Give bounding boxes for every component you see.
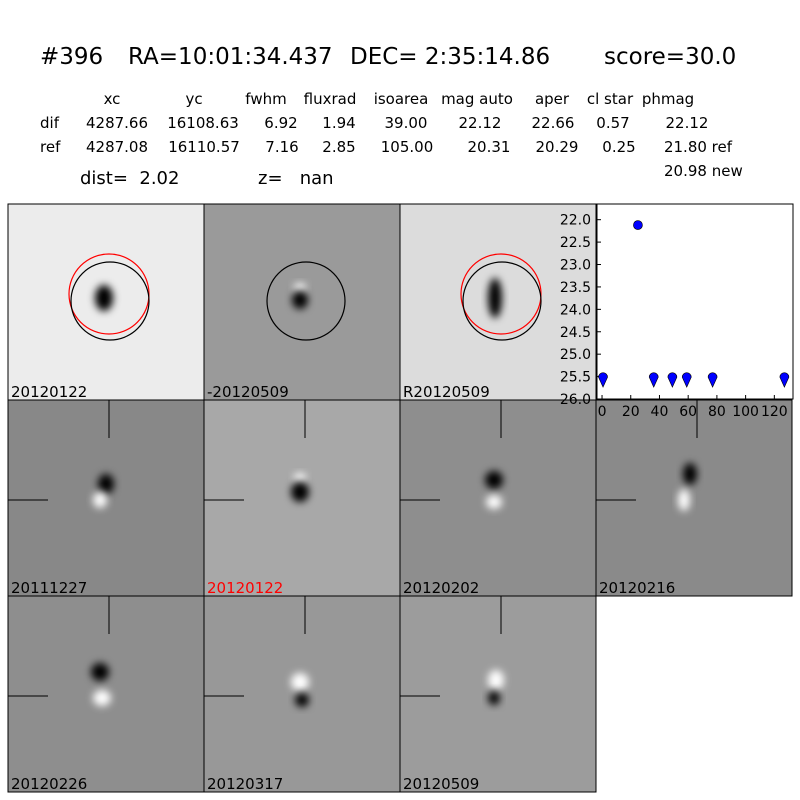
z: z= nan: [258, 168, 334, 189]
source-blob: [95, 285, 113, 311]
source-blob: [486, 495, 502, 509]
table-cell: 22.12: [459, 114, 502, 132]
stamp-label: 20120122: [11, 383, 87, 401]
table-cell: 4287.08: [86, 138, 148, 156]
row-label: dif: [40, 114, 60, 132]
table-cell: 6.92: [264, 114, 297, 132]
source-blob: [488, 278, 502, 318]
table-cell: 4287.66: [86, 114, 148, 132]
stamp-image: [596, 400, 792, 596]
upper-limit-point: [681, 372, 692, 388]
source-blob: [678, 489, 690, 511]
y-tick-label: 24.5: [560, 325, 591, 341]
y-tick-label: 25.5: [560, 370, 591, 386]
stamp-label: 20111227: [11, 579, 87, 597]
source-blob: [93, 690, 111, 706]
source-blob: [291, 673, 309, 691]
table-cell: 22.12: [666, 114, 709, 132]
stamp-label: R20120509: [403, 383, 490, 401]
chart: 22.0 22.5 23.0 23.5 24.0 24.5 25.0 25.5 26.0 0 20 4…: [560, 203, 794, 420]
y-tick-label: 22.0: [560, 213, 591, 229]
score: score=30.0: [604, 44, 736, 70]
table-cell: 105.00: [381, 138, 434, 156]
aperture: [70, 261, 150, 341]
source-blob: [488, 691, 500, 705]
column-header: cl star: [587, 90, 634, 108]
dec: DEC= 2:35:14.86: [350, 44, 550, 70]
ra: RA=10:01:34.437: [128, 44, 333, 70]
x-tick-label: 40: [651, 404, 669, 420]
table-cell: 16110.57: [168, 138, 240, 156]
table-cell: 20.29: [536, 138, 579, 156]
upper-limit-point: [707, 372, 718, 388]
column-header: isoarea: [374, 90, 429, 108]
stamp-label: 20120122: [207, 579, 283, 597]
stamp-label: 20120509: [403, 775, 479, 793]
table-cell: 21.80 ref: [664, 138, 733, 156]
table-cell: 0.57: [596, 114, 629, 132]
upper-limit-point: [779, 372, 790, 388]
column-header: xc: [104, 90, 121, 108]
source-blob: [683, 463, 697, 485]
stamp-label: 20120317: [207, 775, 283, 793]
y-tick-label: 22.5: [560, 235, 591, 251]
table-cell: 0.25: [602, 138, 635, 156]
x-tick-label: 120: [761, 404, 788, 420]
source-blob: [294, 283, 306, 293]
table-cell: 7.16: [265, 138, 298, 156]
column-header: yc: [185, 90, 202, 108]
x-tick-label: 80: [708, 404, 726, 420]
row-label: ref: [40, 138, 61, 156]
point: [633, 220, 643, 230]
table-cell: 39.00: [385, 114, 428, 132]
stamp-label: 20120216: [599, 579, 675, 597]
source-blob: [98, 474, 114, 494]
column-header: fluxrad: [304, 90, 357, 108]
dist: dist= 2.02: [80, 168, 179, 189]
source-blob: [488, 670, 504, 690]
y-tick-label: 26.0: [560, 392, 591, 408]
stamp-frame: [399, 595, 597, 793]
source-blob: [292, 291, 308, 309]
upper-limit-point: [667, 372, 678, 388]
stamp-label: 20120226: [11, 775, 87, 793]
table-cell: 16108.63: [167, 114, 239, 132]
object-id: #396: [40, 44, 103, 70]
y-tick-label: 25.0: [560, 347, 591, 363]
aperture-ref: [460, 253, 542, 335]
source-blob: [91, 663, 109, 681]
aperture: [462, 261, 542, 341]
source-blob: [294, 473, 306, 483]
aperture-ref: [68, 253, 150, 335]
table-cell: 2.85: [322, 138, 355, 156]
x-tick-label: 0: [598, 404, 607, 420]
y-tick-label: 23.0: [560, 258, 591, 274]
column-header: aper: [535, 90, 570, 108]
table-cell: 1.94: [322, 114, 355, 132]
x-tick-label: 20: [622, 404, 640, 420]
stamp-label: 20120202: [403, 579, 479, 597]
upper-limit-point: [598, 372, 608, 388]
column-header: phmag: [642, 90, 694, 108]
table-cell: 20.31: [468, 138, 511, 156]
source-blob: [295, 693, 309, 707]
stamp-label: -20120509: [207, 383, 289, 401]
phmag-new: 20.98 new: [664, 162, 743, 180]
column-header: fwhm: [245, 90, 286, 108]
y-tick-label: 24.0: [560, 302, 591, 318]
x-tick-label: 100: [732, 404, 759, 420]
upper-limit-point: [648, 372, 659, 388]
stamp-frame: [595, 399, 793, 597]
plot-area: [596, 203, 794, 400]
source-blob: [291, 482, 309, 502]
aperture: [266, 261, 346, 341]
table-cell: 22.66: [532, 114, 575, 132]
column-header: mag auto: [441, 90, 513, 108]
x-tick-label: 60: [679, 404, 697, 420]
y-tick-label: 23.5: [560, 280, 591, 296]
source-blob: [485, 471, 503, 489]
source-blob: [93, 492, 107, 508]
